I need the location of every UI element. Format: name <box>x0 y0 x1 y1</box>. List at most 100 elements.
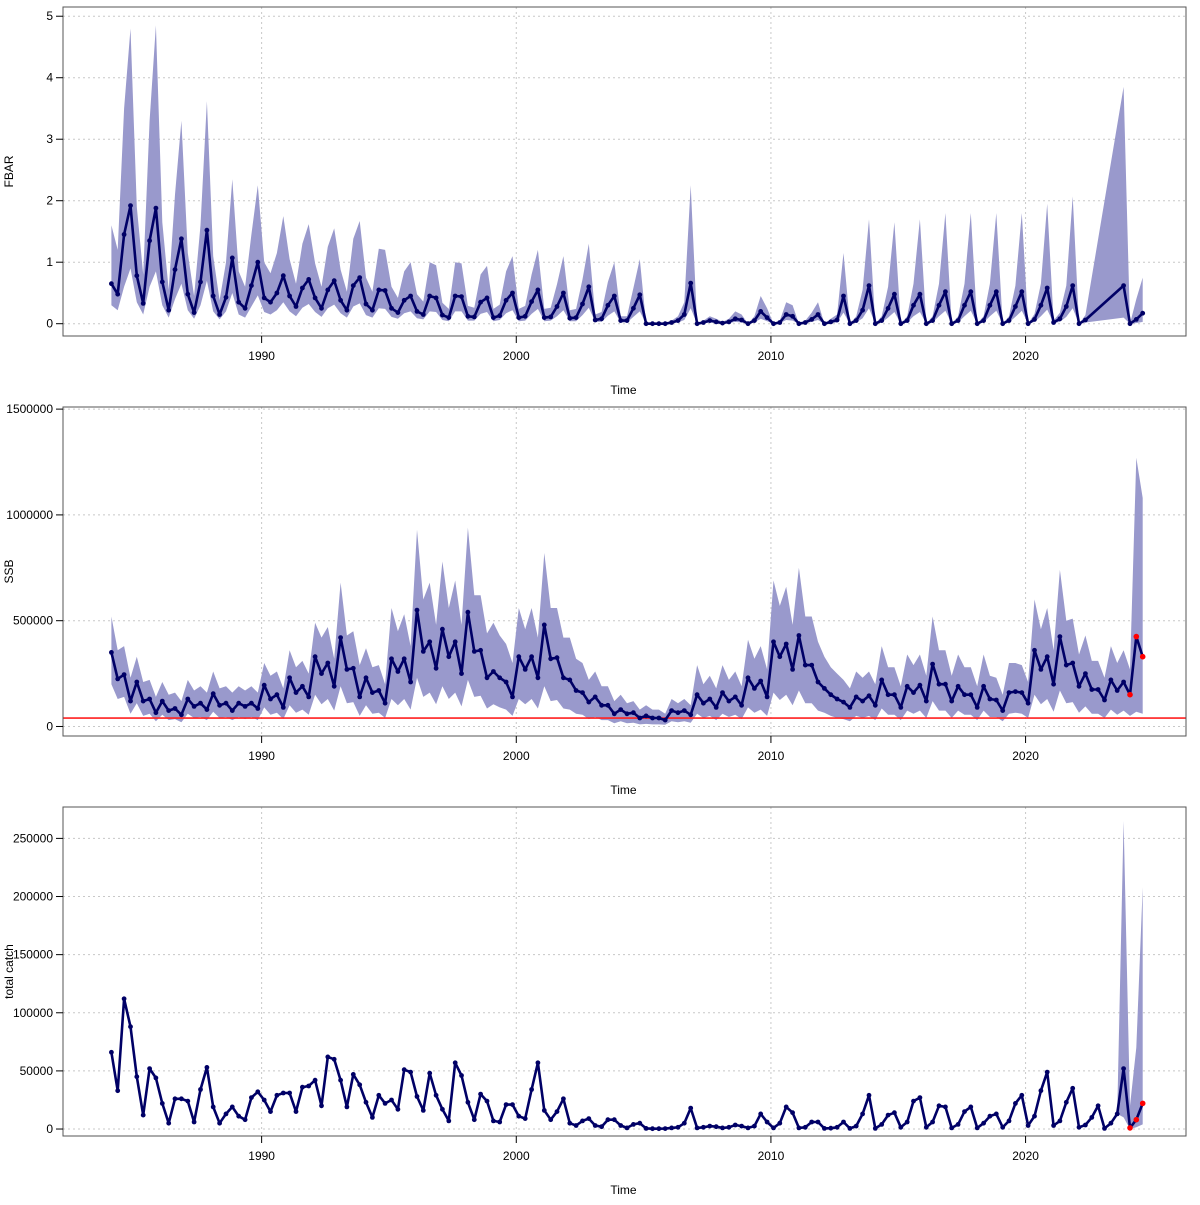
data-point <box>535 675 541 681</box>
data-point <box>1076 1124 1082 1130</box>
data-point <box>662 321 668 327</box>
data-point <box>115 1088 121 1094</box>
data-point <box>936 1103 942 1109</box>
data-point <box>427 293 433 299</box>
data-point <box>331 1056 337 1062</box>
data-point <box>529 654 534 660</box>
data-point <box>300 1084 305 1090</box>
data-point-projected <box>1127 1125 1133 1131</box>
data-point <box>338 635 343 640</box>
data-point <box>987 696 993 702</box>
data-point <box>198 279 203 285</box>
data-point <box>1063 662 1069 668</box>
data-point <box>974 1125 980 1131</box>
data-point <box>720 690 725 695</box>
data-point <box>535 287 541 293</box>
data-point <box>599 702 604 708</box>
x-axis-label: Time <box>610 783 637 797</box>
data-point <box>204 227 210 233</box>
data-point <box>166 708 172 713</box>
data-point <box>815 312 821 317</box>
data-point <box>433 665 439 671</box>
data-point <box>459 294 464 299</box>
data-point <box>529 1087 534 1092</box>
data-point <box>554 1109 560 1114</box>
data-point <box>1095 687 1101 692</box>
data-point <box>624 1125 630 1131</box>
data-point <box>497 313 503 319</box>
panel-fbar: 1990 2000 2010 2020 0 1 2 3 4 5 Time FBAR <box>2 6 1187 397</box>
data-point <box>427 639 433 645</box>
data-point <box>172 706 178 711</box>
data-point <box>1032 647 1037 653</box>
data-point <box>497 675 503 681</box>
data-point <box>344 1104 350 1110</box>
data-point <box>109 650 114 655</box>
data-point <box>1013 304 1018 309</box>
data-point <box>681 312 687 317</box>
data-point <box>669 1125 674 1131</box>
data-point <box>573 688 579 693</box>
data-point <box>242 305 248 311</box>
data-point <box>847 1126 853 1131</box>
data-point <box>293 304 299 309</box>
data-point <box>459 1073 464 1078</box>
data-point <box>210 1104 216 1110</box>
data-point <box>166 307 172 313</box>
data-point <box>389 305 394 311</box>
x-tick-label: 1990 <box>248 749 275 763</box>
data-point <box>484 1098 490 1104</box>
data-point <box>802 1124 808 1130</box>
data-point <box>401 656 407 662</box>
data-point <box>1133 317 1139 322</box>
data-point <box>1076 321 1082 327</box>
data-point <box>1019 1092 1025 1098</box>
data-point <box>128 203 133 209</box>
data-point <box>255 1089 261 1095</box>
data-point <box>911 690 916 695</box>
data-point <box>217 312 223 317</box>
data-point <box>841 699 846 705</box>
data-point <box>491 669 496 674</box>
data-point <box>860 698 865 704</box>
data-point <box>503 1102 509 1107</box>
data-point <box>650 321 655 327</box>
data-point <box>389 1097 394 1103</box>
data-point <box>541 1108 547 1113</box>
data-point <box>955 683 961 689</box>
y-tick-label: 200000 <box>13 890 53 904</box>
x-tick-label: 1990 <box>248 1149 275 1163</box>
data-point <box>516 315 522 320</box>
data-point <box>968 1104 974 1110</box>
data-point <box>1076 683 1082 689</box>
data-point <box>510 694 515 700</box>
data-point <box>955 1122 961 1127</box>
y-tick-label: 0 <box>46 719 53 733</box>
data-point <box>236 700 242 706</box>
data-point <box>242 704 248 709</box>
data-point <box>631 305 636 311</box>
data-point <box>885 692 891 698</box>
data-point <box>631 1122 636 1127</box>
data-point <box>567 315 573 321</box>
data-point <box>1063 1099 1069 1105</box>
data-point <box>809 317 815 322</box>
data-point <box>611 293 617 299</box>
data-point <box>274 1092 280 1098</box>
data-point <box>866 283 872 288</box>
data-point <box>853 1123 859 1129</box>
data-point <box>1000 1124 1006 1130</box>
data-point <box>675 710 681 716</box>
data-point <box>1051 1123 1056 1128</box>
data-point <box>338 297 343 303</box>
y-tick-label: 1500000 <box>6 402 53 416</box>
data-point <box>306 694 312 700</box>
data-point <box>631 710 636 716</box>
data-point <box>930 1119 935 1125</box>
y-tick-label: 100000 <box>13 1006 53 1020</box>
data-point <box>771 321 776 327</box>
data-point <box>191 1119 197 1125</box>
data-point <box>898 1124 904 1130</box>
plot-frame <box>62 6 1187 337</box>
data-point <box>892 291 897 297</box>
